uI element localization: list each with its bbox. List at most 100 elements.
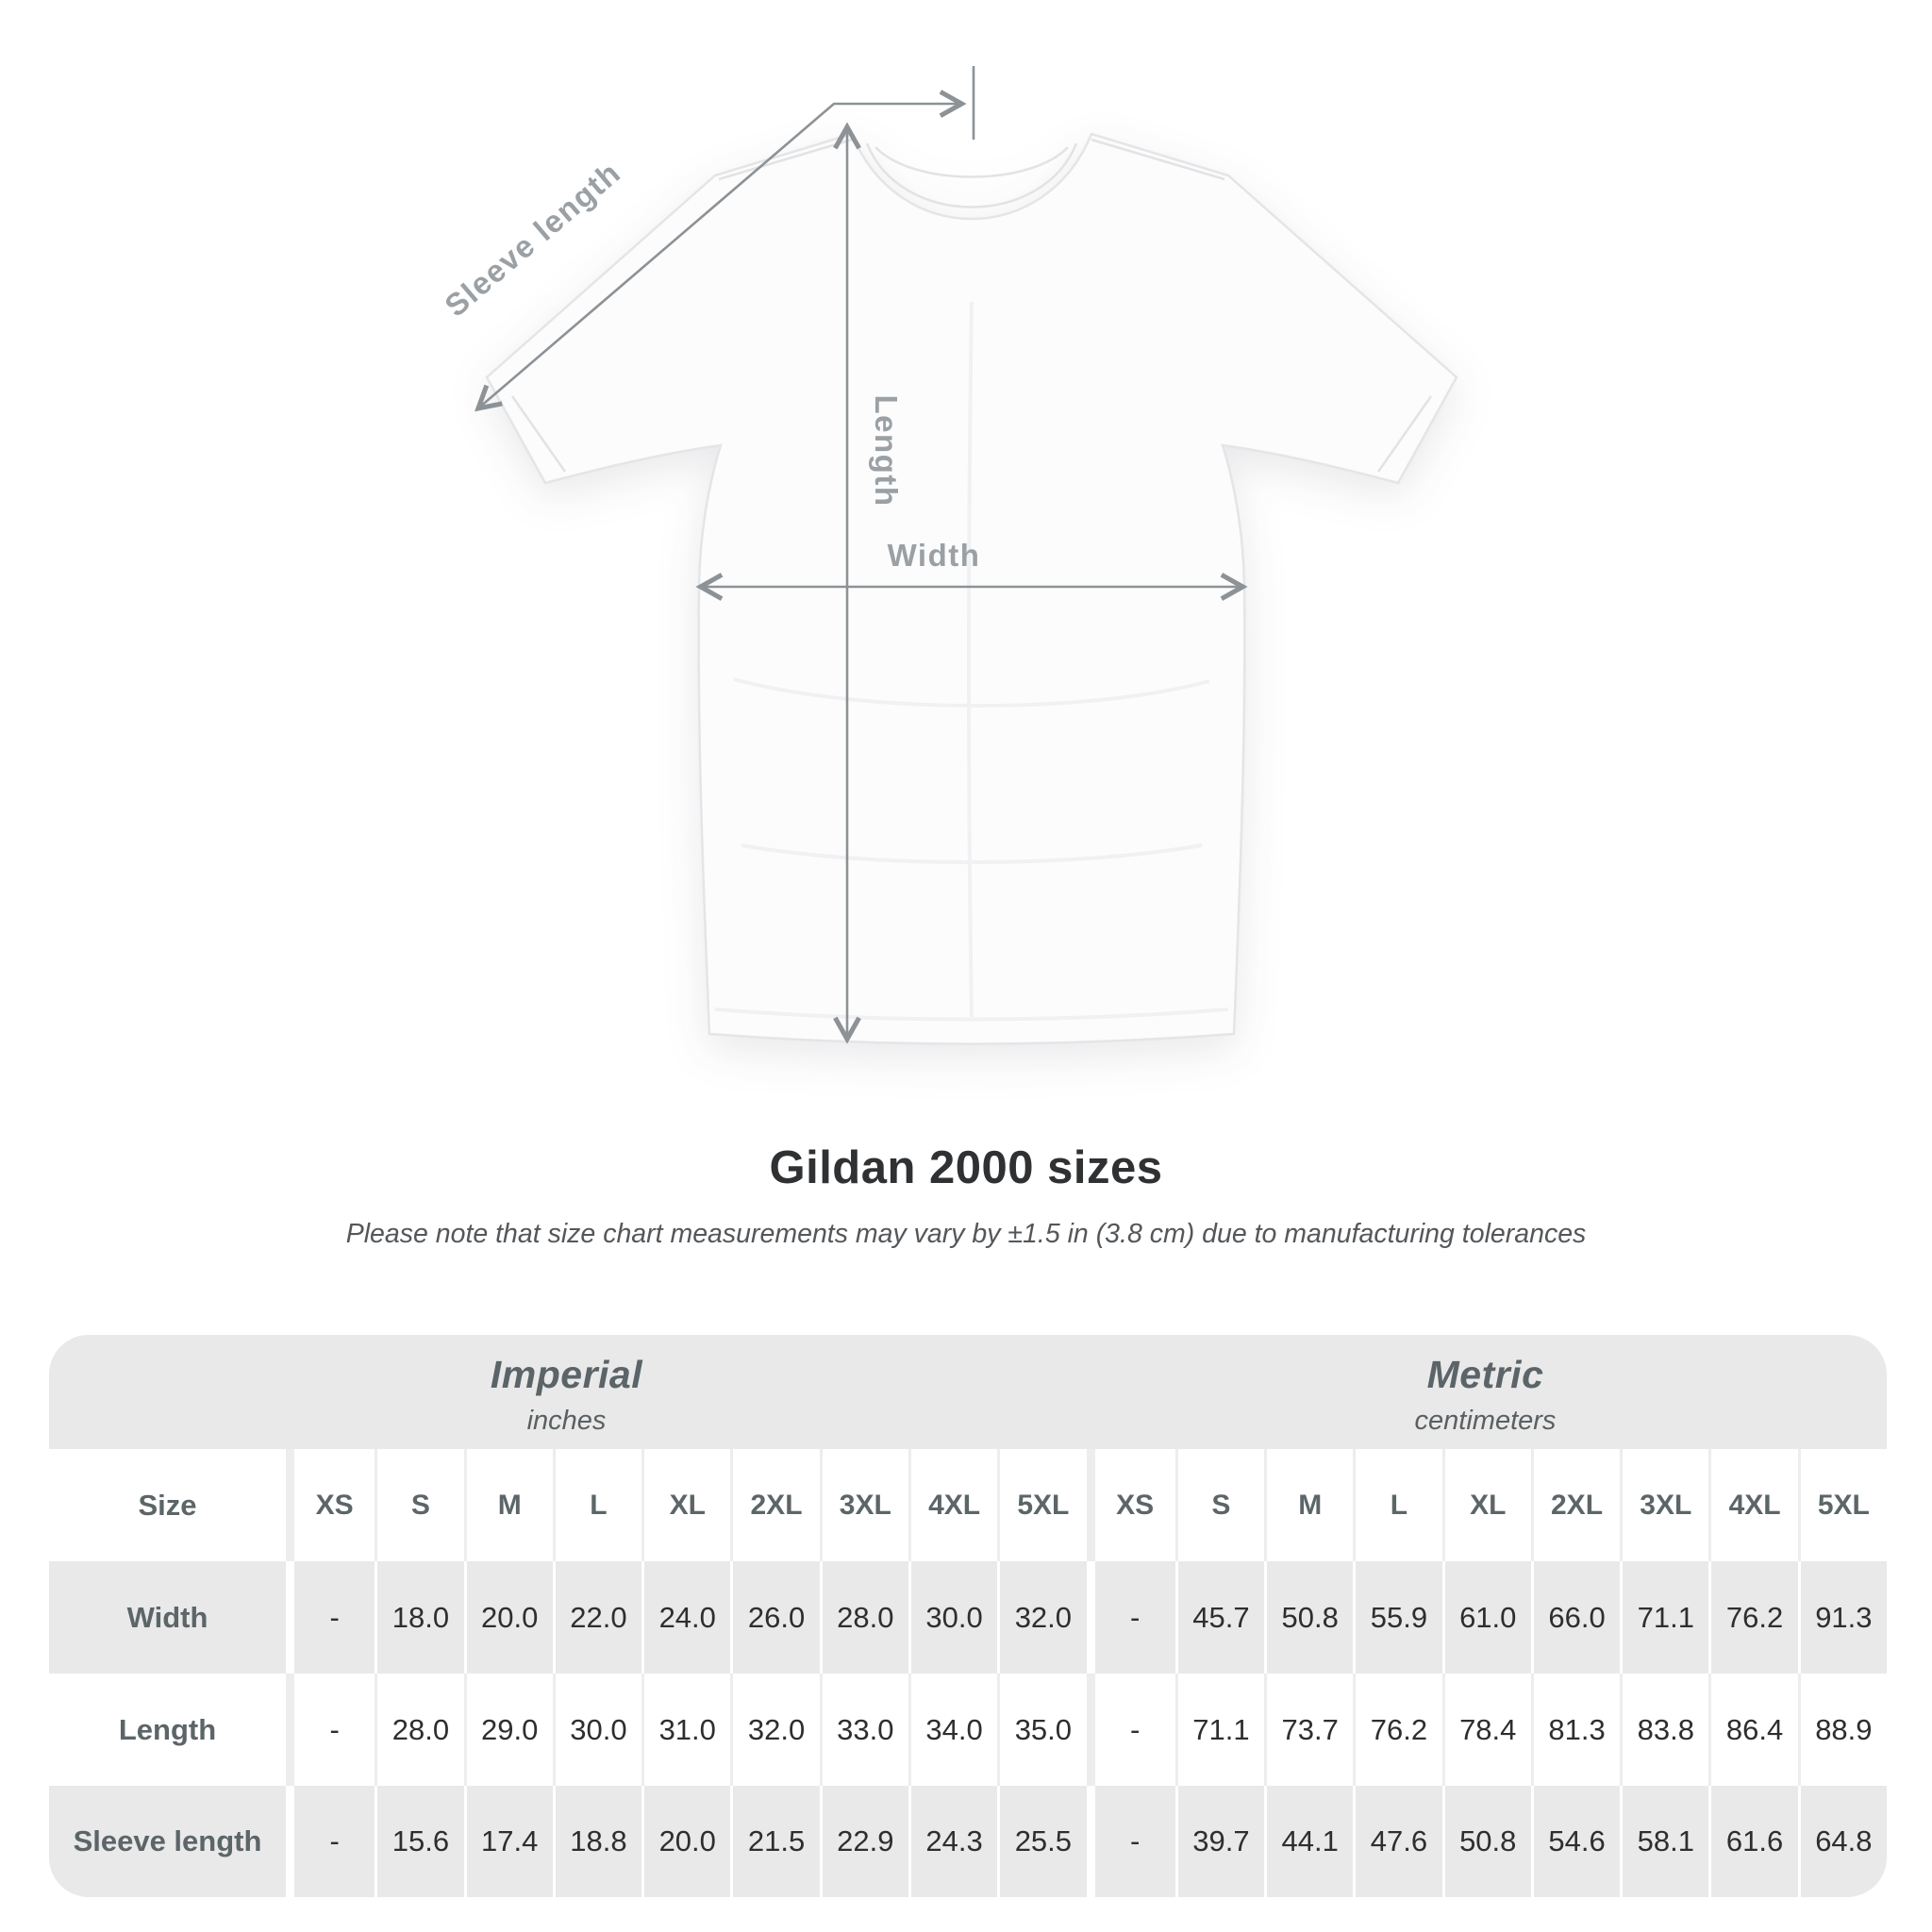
table-cell: 50.8 [1441, 1786, 1531, 1897]
table-cell: 64.8 [1797, 1786, 1887, 1897]
table-cell: 18.0 [375, 1561, 463, 1674]
table-cell: 22.9 [819, 1786, 908, 1897]
table-cell: 44.1 [1264, 1786, 1353, 1897]
header-cell: 3XL [1620, 1449, 1708, 1561]
table-cell: 35.0 [997, 1674, 1086, 1786]
tshirt-back-collar [874, 146, 1069, 178]
table-cell: 22.0 [552, 1561, 641, 1674]
corner-label: Size [138, 1488, 197, 1522]
tshirt-chest-fold [733, 677, 1210, 708]
table-cell: 24.3 [908, 1786, 997, 1897]
table-cell: - [286, 1561, 375, 1674]
tshirt-hem-seam [714, 1008, 1229, 1022]
header-cell: M [1264, 1449, 1353, 1561]
sleeve-length-arrow [475, 90, 967, 412]
table-cell: 91.3 [1797, 1561, 1887, 1674]
unit-band: Imperial inches Metric centimeters [49, 1335, 1887, 1449]
table-cell: 78.4 [1441, 1674, 1531, 1786]
tshirt-diagram: Sleeve length Length Width [438, 66, 1458, 1045]
table-cell: 55.9 [1353, 1561, 1441, 1674]
size-header-row: Size XS S M L XL 2XL 3XL 4XL 5XL XS S M … [49, 1449, 1887, 1561]
width-label: Width [888, 538, 981, 573]
table-cell: 39.7 [1174, 1786, 1264, 1897]
table-cell: 32.0 [730, 1674, 819, 1786]
imperial-unit: inches [526, 1406, 607, 1436]
header-cell: 4XL [1708, 1449, 1797, 1561]
table-cell: 30.0 [552, 1674, 641, 1786]
size-table: Imperial inches Metric centimeters Size … [49, 1335, 1887, 1897]
table-cell: 88.9 [1797, 1674, 1887, 1786]
table-cell: 71.1 [1174, 1674, 1264, 1786]
table-cell: 45.7 [1174, 1561, 1264, 1674]
table-cell: - [1086, 1786, 1175, 1897]
table-cell: 30.0 [908, 1561, 997, 1674]
metric-title: Metric [1426, 1353, 1544, 1396]
table-cell: 61.6 [1708, 1786, 1797, 1897]
table-cell: 47.6 [1353, 1786, 1441, 1897]
table-cell: 81.3 [1530, 1674, 1620, 1786]
header-cell: 5XL [997, 1449, 1086, 1561]
table-cell: 66.0 [1530, 1561, 1620, 1674]
table-cell: 24.0 [641, 1561, 730, 1674]
table-cell: 17.4 [463, 1786, 553, 1897]
header-cell: L [552, 1449, 641, 1561]
length-label: Length [869, 395, 904, 508]
table-cell: 25.5 [997, 1786, 1086, 1897]
table-cell: 33.0 [819, 1674, 908, 1786]
imperial-header: Imperial inches [49, 1335, 1084, 1449]
header-cell: 3XL [819, 1449, 908, 1561]
table-cell: - [1086, 1674, 1175, 1786]
table-cell: 21.5 [730, 1786, 819, 1897]
table-cell: 28.0 [819, 1561, 908, 1674]
table-cell: 54.6 [1530, 1786, 1620, 1897]
table-cell: 32.0 [997, 1561, 1086, 1674]
table-cell: 26.0 [730, 1561, 819, 1674]
row-label: Length [118, 1712, 217, 1746]
table-cell: 83.8 [1620, 1674, 1708, 1786]
table-cell: 20.0 [463, 1561, 553, 1674]
table-row-sleeve-length: Sleeve length - 15.6 17.4 18.8 20.0 21.5… [49, 1786, 1887, 1897]
page-title: Gildan 2000 sizes [769, 1142, 1163, 1193]
table-cell: - [1086, 1561, 1175, 1674]
header-cell: 2XL [730, 1449, 819, 1561]
table-cell: 86.4 [1708, 1674, 1797, 1786]
table-cell: 76.2 [1353, 1674, 1441, 1786]
table-cell: - [286, 1674, 375, 1786]
table-cell: 73.7 [1264, 1674, 1353, 1786]
metric-unit: centimeters [1414, 1406, 1557, 1436]
table-cell: 20.0 [641, 1786, 730, 1897]
table-cell: 15.6 [375, 1786, 463, 1897]
tshirt-center-crease [967, 301, 974, 1018]
table-cell: 28.0 [375, 1674, 463, 1786]
table-cell: 71.1 [1620, 1561, 1708, 1674]
header-cell: XS [1086, 1449, 1175, 1561]
table-cell: 50.8 [1264, 1561, 1353, 1674]
table-cell: 76.2 [1708, 1561, 1797, 1674]
header-cell: S [375, 1449, 463, 1561]
row-label: Sleeve length [73, 1824, 262, 1857]
tshirt-illustration [485, 132, 1458, 1045]
tshirt-right-shoulder-seam [1091, 138, 1225, 181]
table-row-length: Length - 28.0 29.0 30.0 31.0 32.0 33.0 3… [49, 1674, 1887, 1786]
table-cell: 29.0 [463, 1674, 553, 1786]
table-cell: 58.1 [1620, 1786, 1708, 1897]
row-label: Width [126, 1600, 208, 1634]
header-cell: XS [286, 1449, 375, 1561]
header-cell: S [1174, 1449, 1264, 1561]
tshirt-right-cuff-seam [1376, 395, 1433, 473]
table-cell: - [286, 1786, 375, 1897]
table-row-width: Width - 18.0 20.0 22.0 24.0 26.0 28.0 30… [49, 1561, 1887, 1674]
table-cell: 61.0 [1441, 1561, 1531, 1674]
tshirt-waist-fold [741, 843, 1203, 864]
title-block: Gildan 2000 sizes Please note that size … [0, 1141, 1932, 1250]
header-cell: XL [1441, 1449, 1531, 1561]
header-cell: 4XL [908, 1449, 997, 1561]
header-cell: 2XL [1530, 1449, 1620, 1561]
metric-header: Metric centimeters [1084, 1335, 1887, 1449]
header-cell: 5XL [1797, 1449, 1887, 1561]
imperial-title: Imperial [490, 1353, 643, 1396]
table-cell: 34.0 [908, 1674, 997, 1786]
table-cell: 31.0 [641, 1674, 730, 1786]
header-cell: XL [641, 1449, 730, 1561]
table-cell: 18.8 [552, 1786, 641, 1897]
